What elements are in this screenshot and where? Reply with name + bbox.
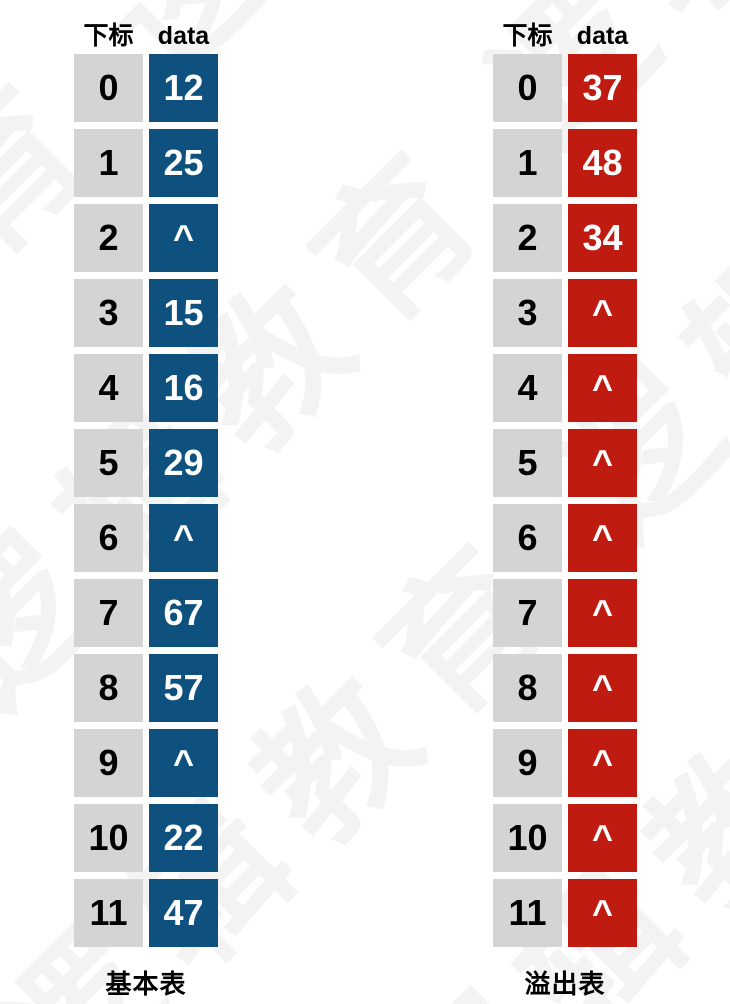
data-cell: ^ xyxy=(568,504,637,572)
overflow-table-rows: 0 37 1 48 2 34 3 ^ 4 ^ 5 ^ 6 ^ 7 ^ 8 ^ 9 ^ 10 ^ 11 ^ xyxy=(493,54,637,954)
index-cell: 8 xyxy=(74,654,143,722)
table-row: 9 ^ xyxy=(74,729,218,797)
data-cell: ^ xyxy=(568,729,637,797)
table-row: 4 ^ xyxy=(493,354,637,422)
overflow-table-caption: 溢出表 xyxy=(524,969,606,999)
table-row: 5 29 xyxy=(74,429,218,497)
data-cell: ^ xyxy=(568,804,637,872)
table-row: 5 ^ xyxy=(493,429,637,497)
index-cell: 7 xyxy=(493,579,562,647)
index-cell: 7 xyxy=(74,579,143,647)
data-cell: ^ xyxy=(149,504,218,572)
table-row: 7 67 xyxy=(74,579,218,647)
data-cell: 47 xyxy=(149,879,218,947)
table-row: 1 25 xyxy=(74,129,218,197)
index-cell: 6 xyxy=(74,504,143,572)
table-row: 4 16 xyxy=(74,354,218,422)
basic-table-header-row: 下标 data xyxy=(74,16,218,50)
data-cell: 29 xyxy=(149,429,218,497)
data-cell: ^ xyxy=(568,279,637,347)
index-cell: 6 xyxy=(493,504,562,572)
table-row: 3 ^ xyxy=(493,279,637,347)
table-row: 9 ^ xyxy=(493,729,637,797)
table-row: 10 22 xyxy=(74,804,218,872)
index-cell: 1 xyxy=(493,129,562,197)
index-cell: 9 xyxy=(74,729,143,797)
index-cell: 11 xyxy=(493,879,562,947)
data-cell: 34 xyxy=(568,204,637,272)
index-cell: 1 xyxy=(74,129,143,197)
index-column-header: 下标 xyxy=(83,21,134,50)
index-cell: 0 xyxy=(74,54,143,122)
data-cell: 57 xyxy=(149,654,218,722)
basic-table-caption: 基本表 xyxy=(105,969,187,999)
basic-table: 下标 data 0 12 1 25 2 ^ 3 15 4 16 5 29 6 ^ 7 67 8 57 9 ^ 10 22 1… xyxy=(74,16,218,1001)
index-cell: 3 xyxy=(74,279,143,347)
index-cell: 10 xyxy=(493,804,562,872)
index-cell: 4 xyxy=(493,354,562,422)
table-row: 8 ^ xyxy=(493,654,637,722)
table-row: 2 34 xyxy=(493,204,637,272)
data-cell: 37 xyxy=(568,54,637,122)
index-cell: 2 xyxy=(74,204,143,272)
index-cell: 4 xyxy=(74,354,143,422)
overflow-table-header-row: 下标 data xyxy=(493,16,637,50)
data-column-header: data xyxy=(157,21,210,50)
data-cell: ^ xyxy=(149,204,218,272)
data-cell: ^ xyxy=(568,354,637,422)
table-row: 7 ^ xyxy=(493,579,637,647)
table-row: 11 47 xyxy=(74,879,218,947)
table-row: 0 37 xyxy=(493,54,637,122)
data-cell: 16 xyxy=(149,354,218,422)
data-cell: ^ xyxy=(568,879,637,947)
index-cell: 5 xyxy=(493,429,562,497)
index-cell: 5 xyxy=(74,429,143,497)
table-row: 10 ^ xyxy=(493,804,637,872)
data-cell: ^ xyxy=(568,579,637,647)
index-cell: 8 xyxy=(493,654,562,722)
data-cell: 12 xyxy=(149,54,218,122)
index-cell: 2 xyxy=(493,204,562,272)
table-row: 8 57 xyxy=(74,654,218,722)
table-row: 6 ^ xyxy=(493,504,637,572)
overflow-table: 下标 data 0 37 1 48 2 34 3 ^ 4 ^ 5 ^ 6 ^ 7 ^ 8 ^ 9 ^ 10 ^ 11 ^ 溢出… xyxy=(493,16,637,1001)
table-row: 11 ^ xyxy=(493,879,637,947)
data-column-header: data xyxy=(576,21,629,50)
index-column-header: 下标 xyxy=(502,21,553,50)
index-cell: 0 xyxy=(493,54,562,122)
index-cell: 3 xyxy=(493,279,562,347)
table-row: 0 12 xyxy=(74,54,218,122)
index-cell: 11 xyxy=(74,879,143,947)
data-cell: ^ xyxy=(568,429,637,497)
table-row: 3 15 xyxy=(74,279,218,347)
data-cell: ^ xyxy=(149,729,218,797)
table-row: 6 ^ xyxy=(74,504,218,572)
basic-table-rows: 0 12 1 25 2 ^ 3 15 4 16 5 29 6 ^ 7 67 8 57 9 ^ 10 22 11 47 xyxy=(74,54,218,954)
data-cell: 22 xyxy=(149,804,218,872)
table-row: 2 ^ xyxy=(74,204,218,272)
data-cell: 48 xyxy=(568,129,637,197)
index-cell: 10 xyxy=(74,804,143,872)
data-cell: ^ xyxy=(568,654,637,722)
data-cell: 15 xyxy=(149,279,218,347)
data-cell: 25 xyxy=(149,129,218,197)
index-cell: 9 xyxy=(493,729,562,797)
table-row: 1 48 xyxy=(493,129,637,197)
data-cell: 67 xyxy=(149,579,218,647)
